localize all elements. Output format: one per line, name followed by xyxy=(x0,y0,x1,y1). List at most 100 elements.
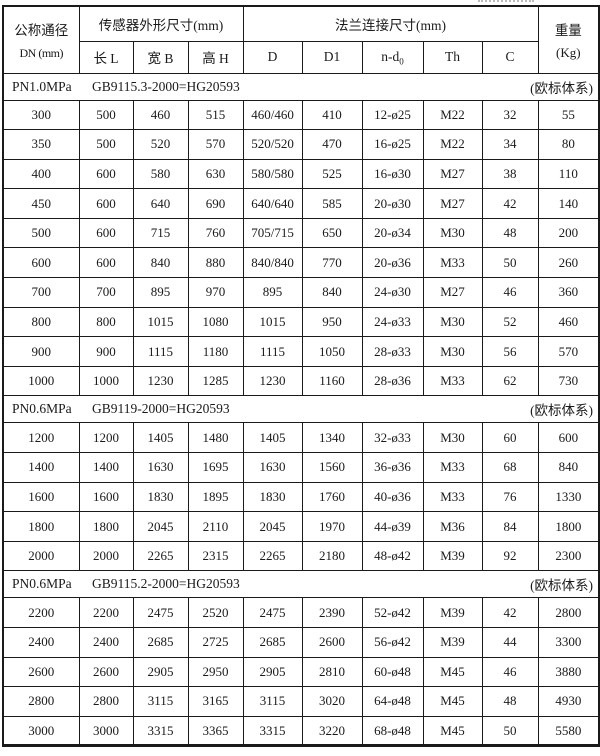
data-cell: 600 xyxy=(78,188,134,219)
data-cell: 1560 xyxy=(301,452,363,483)
data-cell: 1115 xyxy=(242,336,303,367)
data-cell: 92 xyxy=(481,540,539,572)
data-cell: 36-ø36 xyxy=(361,452,424,483)
data-cell: 42 xyxy=(481,597,539,628)
data-cell: 24-ø33 xyxy=(361,306,424,338)
data-cell: 24-ø30 xyxy=(361,277,424,308)
data-cell: 2810 xyxy=(301,656,363,688)
data-cell: 950 xyxy=(301,306,363,338)
data-cell: 40-ø36 xyxy=(361,481,424,513)
data-cell: 68 xyxy=(481,452,539,483)
data-cell: 2000 xyxy=(2,540,80,572)
data-cell: 500 xyxy=(78,129,134,160)
data-cell: 600 xyxy=(78,217,134,249)
data-cell: 570 xyxy=(187,129,244,160)
data-cell: 55 xyxy=(537,99,600,131)
data-cell: 2905 xyxy=(132,656,189,688)
header-weight-sub: (Kg) xyxy=(556,44,581,60)
data-cell: 2600 xyxy=(2,656,80,688)
data-cell: 2300 xyxy=(537,540,600,572)
data-cell: M27 xyxy=(422,277,483,308)
data-cell: 60 xyxy=(481,422,539,454)
data-cell: 76 xyxy=(481,481,539,513)
data-cell: M39 xyxy=(422,540,483,572)
data-cell: 770 xyxy=(301,247,363,279)
data-cell: M33 xyxy=(422,481,483,513)
data-cell: 50 xyxy=(481,715,539,747)
data-cell: 3020 xyxy=(301,686,363,717)
data-cell: M45 xyxy=(422,686,483,717)
data-cell: M33 xyxy=(422,365,483,397)
data-cell: 3315 xyxy=(242,715,303,747)
section-header-cell: PN0.6MPa GB9119-2000=HG20593 (欧标体系) xyxy=(2,395,600,424)
data-cell: 3115 xyxy=(132,686,189,717)
data-cell: 1600 xyxy=(78,481,134,513)
data-cell: 46 xyxy=(481,656,539,688)
data-cell: 2800 xyxy=(2,686,80,717)
data-cell: 1340 xyxy=(301,422,363,454)
data-cell: 300 xyxy=(2,99,80,131)
data-cell: 1015 xyxy=(242,306,303,338)
data-cell: 460 xyxy=(537,306,600,338)
data-row: 3000 3000 3315 3365 3315 3220 68-ø48 M45 50 5580 xyxy=(2,715,600,747)
header-weight: 重量 (Kg) xyxy=(537,5,600,74)
data-cell: 2685 xyxy=(242,627,303,658)
header-col-height: 高 H xyxy=(187,40,244,74)
header-nd-subscript: 0 xyxy=(399,56,404,67)
data-cell: 2400 xyxy=(78,627,134,658)
data-cell: 20-ø34 xyxy=(361,217,424,249)
data-row: 1000 1000 1230 1285 1230 1160 28-ø36 M33 62 730 xyxy=(2,365,600,397)
data-cell: 600 xyxy=(78,158,134,190)
data-cell: M30 xyxy=(422,306,483,338)
data-cell: 200 xyxy=(537,217,600,249)
section-pressure-label: PN0.6MPa xyxy=(12,401,72,417)
data-cell: 1800 xyxy=(537,511,600,542)
data-cell: 580/580 xyxy=(242,158,303,190)
data-cell: 1630 xyxy=(242,452,303,483)
data-cell: 2800 xyxy=(537,597,600,628)
data-cell: 800 xyxy=(78,306,134,338)
header-row-subcols: 长 L 宽 B 高 H D D1 n-d0 Th C xyxy=(3,40,599,74)
data-cell: M36 xyxy=(422,511,483,542)
data-cell: 520/520 xyxy=(242,129,303,160)
section-note-label: (欧标体系) xyxy=(530,578,594,594)
data-cell: M27 xyxy=(422,158,483,190)
data-row: 600 600 840 880 840/840 770 20-ø36 M33 50 260 xyxy=(2,247,600,279)
data-cell: 42 xyxy=(481,188,539,219)
data-cell: 600 xyxy=(2,247,80,279)
data-cell: 50 xyxy=(481,247,539,279)
section-note-label: (欧标体系) xyxy=(530,403,594,419)
data-cell: M30 xyxy=(422,422,483,454)
data-cell: M45 xyxy=(422,656,483,688)
data-cell: 1200 xyxy=(2,422,80,454)
data-cell: 1600 xyxy=(2,481,80,513)
section-standard-label: GB9115.3-2000=HG20593 xyxy=(92,78,240,94)
data-row: 300 500 460 515 460/460 410 12-ø25 M22 32 55 xyxy=(2,99,600,131)
data-cell: 715 xyxy=(132,217,189,249)
data-cell: 2200 xyxy=(78,597,134,628)
data-cell: 46 xyxy=(481,277,539,308)
data-row: 450 600 640 690 640/640 585 20-ø30 M27 42 140 xyxy=(2,188,600,219)
data-row: 350 500 520 570 520/520 470 16-ø25 M22 34 80 xyxy=(2,129,600,160)
data-cell: 600 xyxy=(78,247,134,279)
data-cell: 2800 xyxy=(78,686,134,717)
data-cell: 2950 xyxy=(187,656,244,688)
data-cell: 3115 xyxy=(242,686,303,717)
data-cell: 630 xyxy=(187,158,244,190)
data-cell: M33 xyxy=(422,452,483,483)
data-cell: 895 xyxy=(132,277,189,308)
data-cell: 500 xyxy=(78,99,134,131)
data-cell: 68-ø48 xyxy=(361,715,424,747)
section-standard-label: GB9115.2-2000=HG20593 xyxy=(92,576,240,592)
data-cell: 1000 xyxy=(78,365,134,397)
data-row: 2600 2600 2905 2950 2905 2810 60-ø48 M45 46 3880 xyxy=(2,656,600,688)
header-dn: 公称通径 DN (mm) xyxy=(2,5,80,74)
data-row: 800 800 1015 1080 1015 950 24-ø33 M30 52 460 xyxy=(2,306,600,338)
data-cell: 1630 xyxy=(132,452,189,483)
data-row: 900 900 1115 1180 1115 1050 28-ø33 M30 56 570 xyxy=(2,336,600,367)
data-cell: 2180 xyxy=(301,540,363,572)
data-cell: 60-ø48 xyxy=(361,656,424,688)
data-cell: M30 xyxy=(422,217,483,249)
data-cell: 800 xyxy=(2,306,80,338)
table-body: PN1.0MPa GB9115.3-2000=HG20593 (欧标体系) 300 50… xyxy=(2,72,600,747)
